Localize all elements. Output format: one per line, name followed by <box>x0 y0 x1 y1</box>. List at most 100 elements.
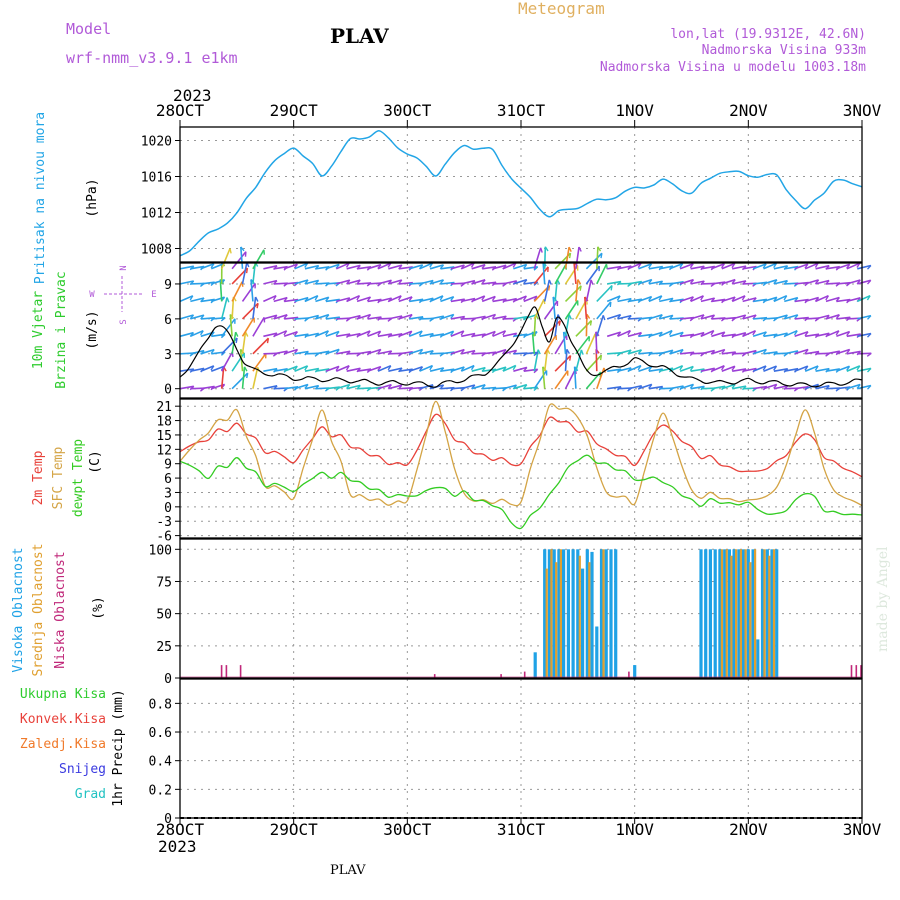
wind-barb <box>377 350 392 355</box>
wind-barb-head <box>235 337 238 344</box>
wind-barb <box>544 300 559 320</box>
wind-barb <box>638 263 652 270</box>
wind-barb-head <box>523 295 527 301</box>
wind-barb <box>784 367 799 372</box>
wind-barb-head <box>283 330 288 336</box>
wind-barb-head <box>866 352 872 357</box>
wind-barb <box>721 383 736 390</box>
ytick-label: 21 <box>156 400 172 415</box>
high-cloud-bar <box>547 549 551 678</box>
wind-barb <box>304 294 319 303</box>
wind-barb-head <box>658 295 663 301</box>
wind-barb <box>763 279 778 285</box>
wind-barb-head <box>254 296 259 302</box>
wind-barb-head <box>721 263 725 269</box>
mid-cloud-bar <box>588 562 591 678</box>
wind-barb <box>700 314 715 320</box>
wind-barb <box>732 368 747 372</box>
wind-barb <box>356 313 371 320</box>
wind-barb <box>857 384 872 390</box>
wind-barb-head <box>616 314 622 320</box>
mid-cloud-bar <box>550 549 553 678</box>
model-name: wrf-nmm_v3.9.1 e1km <box>66 49 238 67</box>
wind-barb <box>596 315 605 337</box>
wind-barb <box>461 297 476 303</box>
wind-barb <box>648 368 663 372</box>
wind-barb-head <box>566 348 571 354</box>
high-cloud-bar <box>770 549 774 678</box>
wind-barb <box>482 351 497 355</box>
wind-barb <box>752 263 767 270</box>
wind-barb <box>784 265 799 270</box>
high-cloud-bar <box>633 665 637 678</box>
wind-barb-head <box>502 330 507 336</box>
legend-snijeg: Snijeg <box>59 762 106 777</box>
wind-barb <box>585 333 597 355</box>
wind-barb <box>669 331 684 338</box>
lonlat-text: lon,lat (19.9312E, 42.6N) <box>670 27 866 42</box>
high-cloud-bar <box>713 549 717 678</box>
footer-station: PLAV <box>330 863 366 878</box>
wind-barb-head <box>470 262 475 268</box>
wind-barb <box>700 349 715 355</box>
grid-layer: 10081012101610200369-6-30369121518210255… <box>141 127 863 827</box>
wind-barb-head <box>377 366 382 372</box>
wind-barb <box>732 385 747 390</box>
wind-barb <box>304 384 319 390</box>
wind-barb-head <box>293 349 299 354</box>
wind-barb <box>575 320 592 337</box>
mid-cloud-bar <box>555 562 558 678</box>
wind-barb <box>294 262 308 270</box>
wind-barb <box>542 366 546 389</box>
wind-barb <box>450 264 465 270</box>
wind-barb <box>398 296 413 303</box>
wind-barb <box>388 264 403 270</box>
wind-barb-head <box>408 330 413 336</box>
wind-barb-head <box>418 330 423 336</box>
wind-barb <box>732 265 747 270</box>
wind-speed-line <box>179 306 863 388</box>
wind-barb <box>294 296 309 303</box>
wind-barb <box>606 313 621 320</box>
wind-barb <box>200 365 215 372</box>
wind-barb-head <box>210 365 215 371</box>
wind-barb <box>252 316 265 337</box>
wind-barb-head <box>580 349 584 355</box>
wind-barb-head <box>246 372 249 379</box>
wind-barb <box>190 367 205 372</box>
xtick-label-bottom: 31OCT <box>497 820 546 839</box>
wind-barb <box>606 331 621 338</box>
ytick-label: 3 <box>164 486 172 501</box>
wind-barb-head <box>256 303 259 309</box>
wind-barb-head <box>846 263 851 269</box>
wind-barb <box>284 316 299 320</box>
wind-barb <box>492 348 507 355</box>
mid-cloud-bar <box>545 568 548 678</box>
high-cloud-bar <box>609 549 613 678</box>
wind-barb <box>325 263 340 270</box>
wind-barb-head <box>356 295 361 301</box>
high-cloud-bar <box>718 549 722 678</box>
wind-barb-head <box>229 248 232 254</box>
wind-barb-head <box>689 383 695 389</box>
wind-barb <box>450 298 465 303</box>
wind-barb-head <box>366 296 372 302</box>
ytick-label: 1020 <box>141 135 172 150</box>
wind-barb <box>252 296 257 319</box>
wind-barb-head <box>325 314 330 320</box>
wind-barb-head <box>418 349 424 354</box>
wind-barb <box>573 261 577 284</box>
wind-barb-head <box>569 355 572 361</box>
wind-barb <box>513 263 527 270</box>
wind-barb <box>502 262 517 270</box>
wind-barb <box>669 281 684 285</box>
wind-barb-head <box>460 330 465 336</box>
wind-barb <box>543 279 551 302</box>
wind-barb <box>304 367 319 372</box>
high-cloud-bar <box>543 549 547 678</box>
wind-barb-head <box>366 314 372 320</box>
high-cloud-bar <box>732 549 736 678</box>
xtick-label-bottom: 30OCT <box>383 820 432 839</box>
wind-barb <box>388 315 403 320</box>
wind-barb-head <box>226 297 230 303</box>
